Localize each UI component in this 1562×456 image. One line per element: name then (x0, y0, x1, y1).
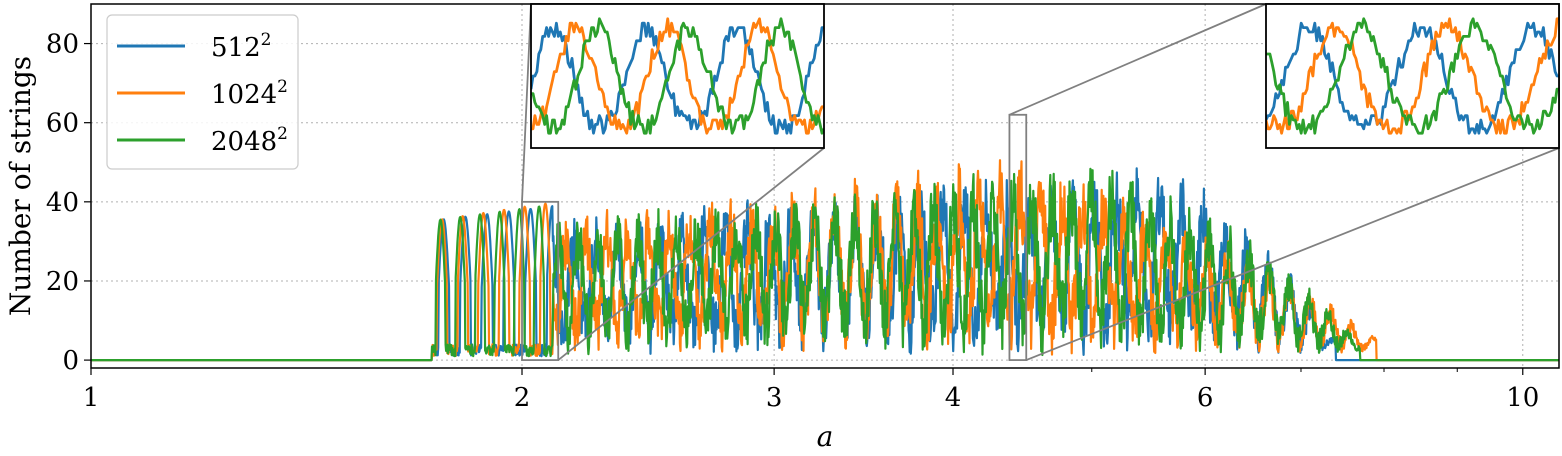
inset-frame (1265, 3, 1560, 149)
inset-frame (530, 3, 825, 149)
inset-panels (530, 3, 1560, 149)
inset-panel-2 (1265, 3, 1560, 149)
x-tick-label: 10 (1506, 383, 1539, 413)
series-line-2048 (91, 167, 1559, 362)
inset-series-line-1024 (1266, 17, 1559, 135)
zoom-region-box (1008, 113, 1028, 361)
zoom-connector (1025, 147, 1560, 361)
y-tick-label: 60 (46, 109, 79, 139)
inset-series-line-1024 (531, 17, 824, 135)
x-axis-label: a (817, 420, 834, 453)
inset-panel-1 (530, 3, 825, 149)
x-tick-label: 1 (83, 383, 100, 413)
zoom-connector (557, 147, 825, 361)
y-tick-label: 0 (62, 346, 79, 376)
x-tick-label: 2 (514, 383, 531, 413)
inset-series-line-512 (531, 21, 824, 135)
legend-box (106, 14, 299, 170)
x-tick-label: 3 (766, 383, 783, 413)
data-series (91, 159, 1559, 362)
y-tick-label: 80 (46, 30, 79, 60)
y-tick-label: 40 (46, 188, 79, 218)
plot-frame (90, 3, 1560, 369)
legend-label-1024: 10242 (211, 77, 288, 110)
zoom-connector (521, 3, 532, 202)
legend-label-2048: 20482 (211, 124, 288, 157)
zoom-region-box (521, 200, 560, 361)
x-tick-label: 4 (945, 383, 962, 413)
zoom-connector (1009, 3, 1267, 116)
axis-ticks: 1 2 3 4 6 10 0 20 40 60 80 (46, 30, 1539, 413)
inset-series-line-512 (1266, 21, 1559, 135)
y-axis-label: Number of strings (4, 56, 37, 316)
y-tick-label: 20 (46, 267, 79, 297)
inset-series-line-2048 (1266, 17, 1559, 135)
zoom-indicators (521, 3, 1560, 361)
x-tick-label: 6 (1197, 383, 1214, 413)
inset-series-line-2048 (531, 17, 824, 135)
